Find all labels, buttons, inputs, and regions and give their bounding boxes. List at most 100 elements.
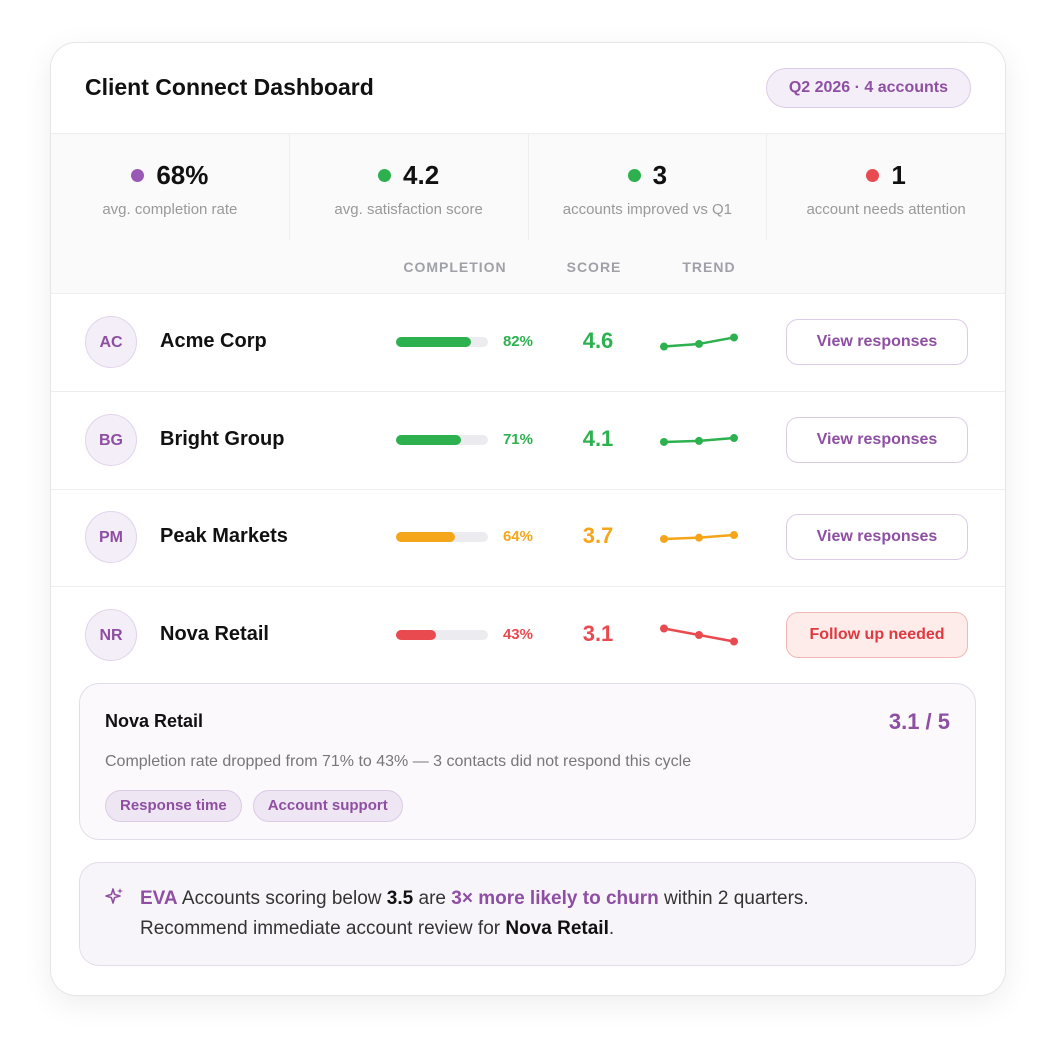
score: 3.1	[582, 620, 614, 646]
kpi-label: avg. completion rate	[102, 201, 238, 218]
completion-label: 43%	[502, 625, 533, 643]
detail-name: Nova Retail	[105, 711, 204, 731]
kpi-value-line: 68%	[131, 160, 208, 191]
insight-segment: Accounts scoring below	[181, 888, 387, 909]
status-dot	[378, 169, 392, 182]
avatar: NR	[85, 608, 137, 661]
kpi-label: accounts improved vs Q1	[562, 201, 732, 218]
tag: Response time	[105, 790, 242, 822]
account-row: BG Bright Group 71% 4.1 View responses	[51, 392, 1005, 490]
score: 3.7	[582, 523, 614, 548]
score: 4.1	[582, 425, 614, 451]
trend-sparkline	[660, 624, 811, 645]
account-name: Bright Group	[160, 427, 285, 450]
trend-point	[730, 637, 738, 645]
detail-score: 3.1 / 5	[888, 709, 950, 734]
account-row: PM Peak Markets 64% 3.7 View responses	[51, 489, 1005, 587]
completion-bar	[396, 337, 472, 347]
insight-text: EVA Accounts scoring below 3.5 are 3× mo…	[140, 884, 885, 944]
period-badge: Q2 2026 · 4 accounts	[765, 68, 971, 108]
kpi-value-line: 4.2	[378, 160, 439, 191]
trend-point	[730, 333, 738, 342]
completion-label: 71%	[502, 430, 533, 448]
kpi-label: avg. satisfaction score	[334, 201, 483, 218]
account-name: Acme Corp	[160, 330, 267, 352]
trend-point	[730, 531, 738, 540]
trend-point	[660, 342, 668, 351]
avatar: BG	[85, 413, 137, 466]
completion-track	[396, 337, 488, 347]
account-row: AC Acme Corp 82% 4.6 View responses	[51, 294, 1005, 392]
detail-panel: Nova Retail 3.1 / 5 Completion rate drop…	[79, 683, 976, 840]
insight-segment: 3.5	[386, 888, 414, 909]
kpi-strip: 68% avg. completion rate 4.2 avg. satisfact…	[51, 133, 1005, 241]
completion-bar	[396, 434, 462, 445]
completion-track	[396, 434, 488, 445]
trend-line	[697, 336, 736, 346]
account-name: Peak Markets	[160, 525, 288, 547]
kpi: 1 account needs attention	[767, 134, 1005, 240]
trend-line	[662, 626, 701, 636]
trend-line	[697, 633, 736, 643]
insight-label: EVA	[140, 888, 178, 909]
detail-text: Completion rate dropped from 71% to 43% …	[105, 753, 692, 770]
title: Client Connect Dashboard	[85, 74, 374, 100]
kpi: 3 accounts improved vs Q1	[529, 134, 768, 240]
trend-line	[697, 533, 736, 539]
score: 4.6	[582, 328, 614, 353]
completion-track	[396, 629, 488, 640]
table-header: COMPLETION SCORE TREND	[51, 240, 1005, 294]
status-dot	[131, 169, 145, 182]
trend-point	[695, 630, 703, 639]
insight-segment: are	[413, 888, 452, 909]
kpi-value: 1	[891, 160, 906, 190]
status-dot	[866, 169, 880, 182]
trend-point	[660, 534, 668, 543]
sparkle-icon	[105, 888, 123, 904]
trend-point	[695, 436, 703, 445]
dashboard-card: Client Connect Dashboard Q2 2026 · 4 acc…	[50, 42, 1006, 996]
action-button[interactable]: View responses	[786, 319, 968, 365]
action-button[interactable]: View responses	[786, 416, 968, 463]
column-header: TREND	[682, 259, 736, 275]
completion-label: 64%	[502, 528, 533, 545]
trend-point	[695, 533, 703, 542]
avatar: AC	[85, 316, 137, 368]
kpi-label: account needs attention	[806, 201, 966, 218]
trend-line	[697, 436, 736, 442]
insight-segment: Nova Retail	[505, 918, 609, 939]
completion-track	[396, 532, 488, 542]
account-row: NR Nova Retail 43% 3.1 Follow up needed	[51, 587, 1005, 684]
insight-panel: EVA Accounts scoring below 3.5 are 3× mo…	[79, 862, 976, 966]
insight-segment: .	[608, 918, 615, 939]
account-name: Nova Retail	[160, 622, 269, 645]
avatar: PM	[85, 511, 137, 563]
insight-segment: 3× more likely to churn	[451, 888, 659, 909]
trend-line	[662, 536, 701, 541]
completion-bar	[396, 629, 436, 640]
kpi: 68% avg. completion rate	[51, 134, 290, 240]
kpi-value: 3	[652, 160, 668, 190]
kpi-value: 4.2	[403, 160, 440, 190]
trend-point	[660, 624, 668, 632]
tag-list: Response time Account support	[105, 790, 403, 822]
completion-label: 82%	[502, 333, 533, 350]
trend-point	[660, 437, 668, 446]
trend-point	[695, 339, 703, 348]
insight-segment: within 2 quarters. Recommend immediate a…	[140, 888, 809, 939]
trend-line	[662, 439, 701, 443]
trend-line	[662, 342, 701, 348]
completion-bar	[396, 532, 455, 542]
action-button[interactable]: View responses	[786, 514, 968, 560]
kpi-value-line: 3	[627, 160, 668, 191]
status-dot	[627, 169, 641, 182]
kpi: 4.2 avg. satisfaction score	[290, 134, 529, 240]
trend-point	[730, 433, 738, 442]
tag: Account support	[252, 790, 403, 822]
column-header: COMPLETION	[403, 259, 507, 275]
kpi-value-line: 1	[866, 160, 906, 191]
column-header: SCORE	[566, 259, 622, 275]
action-button[interactable]: Follow up needed	[786, 611, 968, 658]
kpi-value: 68%	[156, 160, 209, 190]
